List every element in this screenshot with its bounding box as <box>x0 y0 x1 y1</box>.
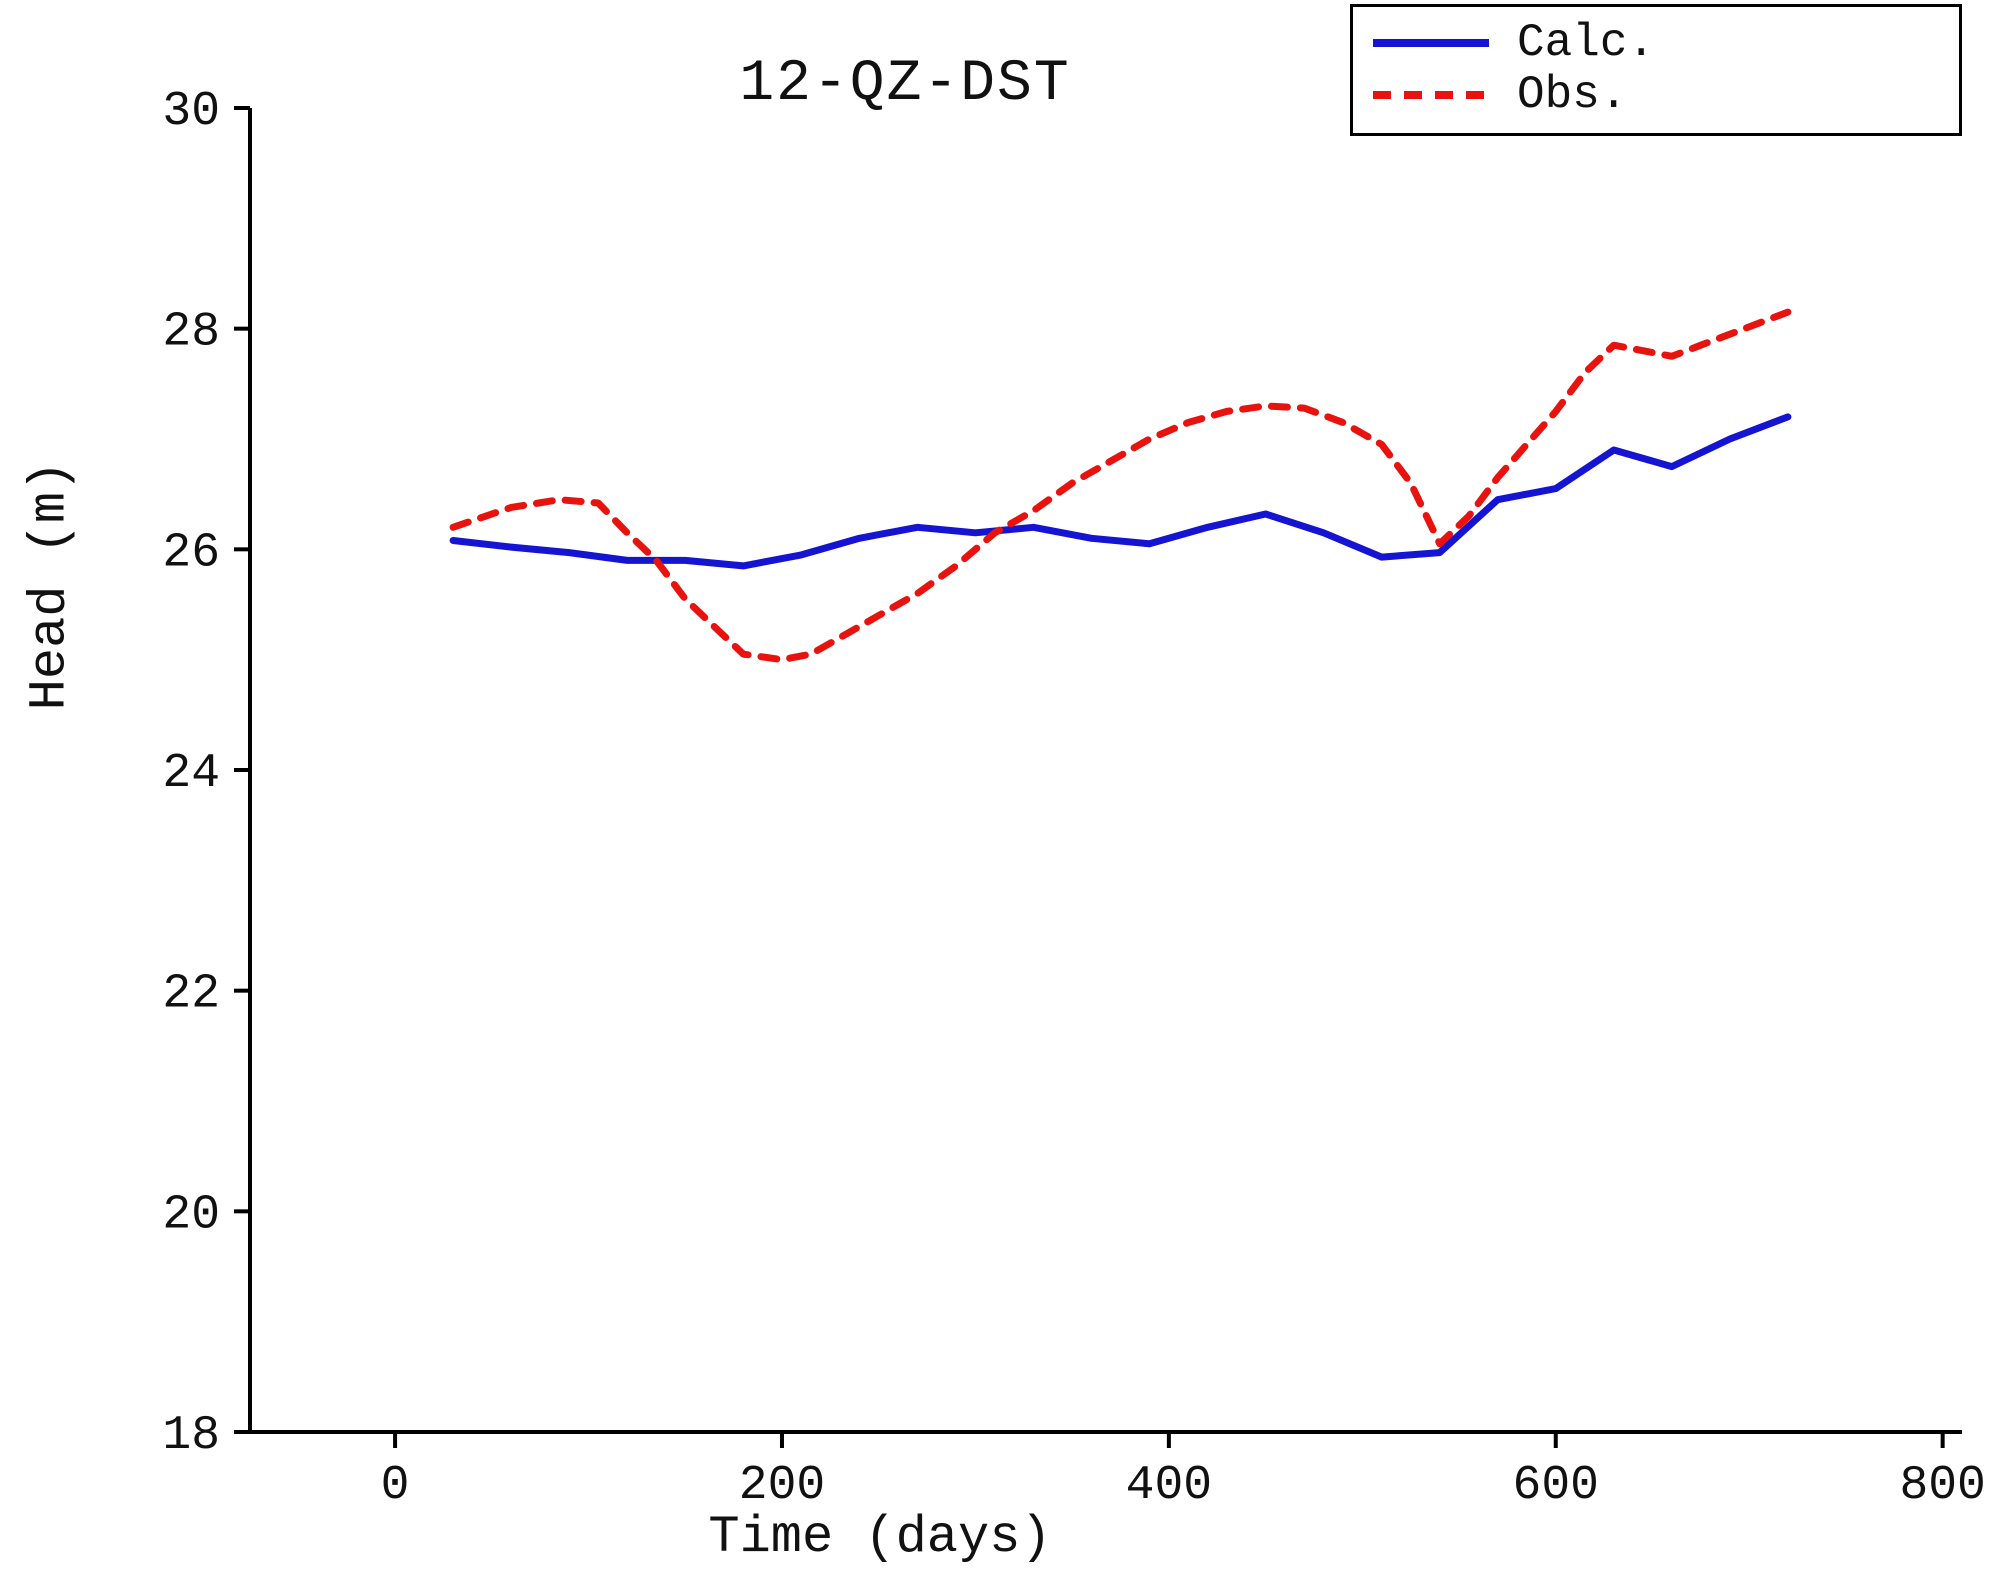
legend-label-obs: Obs. <box>1517 69 1628 121</box>
svg-text:18: 18 <box>162 1409 220 1463</box>
svg-text:200: 200 <box>739 1459 825 1513</box>
legend-line-solid-icon <box>1373 39 1489 47</box>
svg-text:0: 0 <box>381 1459 410 1513</box>
svg-text:28: 28 <box>162 306 220 360</box>
svg-text:20: 20 <box>162 1188 220 1242</box>
chart-legend: Calc. Obs. <box>1350 4 1962 136</box>
svg-text:26: 26 <box>162 526 220 580</box>
legend-item-calc: Calc. <box>1371 17 1941 69</box>
legend-line-dashed-icon <box>1373 91 1489 99</box>
legend-label-calc: Calc. <box>1517 17 1656 69</box>
chart-title: 12-QZ-DST <box>739 52 1071 117</box>
svg-text:22: 22 <box>162 968 220 1022</box>
svg-text:800: 800 <box>1899 1459 1985 1513</box>
y-axis-label: Head (m) <box>20 460 80 711</box>
x-axis-label: Time (days) <box>708 1508 1052 1567</box>
svg-text:30: 30 <box>162 85 220 139</box>
svg-text:24: 24 <box>162 747 220 801</box>
legend-item-obs: Obs. <box>1371 69 1941 121</box>
svg-text:400: 400 <box>1126 1459 1212 1513</box>
svg-text:600: 600 <box>1513 1459 1599 1513</box>
